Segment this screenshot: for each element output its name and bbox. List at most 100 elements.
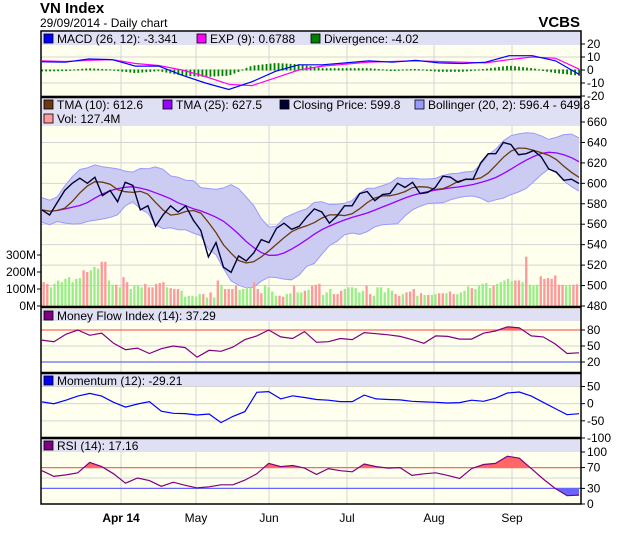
- divergence-bar: [301, 64, 304, 71]
- divergence-bar: [413, 68, 416, 71]
- divergence-bar: [93, 68, 96, 71]
- divergence-bar: [265, 64, 268, 71]
- volume-bar: [169, 288, 172, 306]
- divergence-bar: [409, 69, 412, 71]
- divergence-bar: [205, 69, 208, 77]
- volume-bar: [173, 289, 176, 306]
- volume-bar: [470, 288, 473, 306]
- divergence-bar: [293, 64, 296, 71]
- macd-legend-label: MACD (26, 12): -3.341: [57, 32, 178, 46]
- y-tick-label: 0: [587, 63, 594, 77]
- volume-bar: [252, 282, 256, 306]
- volume-bar: [318, 283, 321, 306]
- volume-bar: [419, 293, 423, 306]
- y-tick-label: 580: [587, 197, 607, 211]
- x-tick-label: Apr 14: [102, 511, 140, 525]
- volume-bar: [216, 280, 219, 306]
- exp-line: [41, 56, 580, 87]
- volume-bar: [376, 287, 379, 306]
- volume-bar: [300, 292, 303, 306]
- volume-legend-label: Vol: 127.4M: [57, 112, 120, 126]
- volume-bar: [423, 294, 426, 306]
- volume-bar: [525, 256, 528, 306]
- volume-bar: [437, 293, 441, 306]
- volume-bar: [557, 284, 561, 306]
- volume-bar: [162, 282, 165, 306]
- divergence-bar: [217, 69, 220, 77]
- divergence-bar: [566, 69, 568, 75]
- volume-tick-label: 0M: [19, 299, 36, 313]
- mfi-legend-label: Money Flow Index (14): 37.29: [57, 309, 216, 323]
- divergence-bar: [133, 69, 136, 73]
- volume-swatch: [43, 113, 54, 124]
- divergence-bar: [141, 69, 144, 73]
- divergence-bar: [69, 69, 72, 71]
- x-tick-label: Jul: [339, 511, 354, 525]
- volume-bar: [365, 285, 368, 306]
- divergence-bar: [41, 69, 43, 72]
- legend-band: [41, 374, 581, 386]
- volume-bar: [369, 294, 372, 306]
- y-tick-label: 620: [587, 156, 607, 170]
- legend-band: [41, 98, 581, 126]
- volume-bar: [180, 290, 183, 306]
- volume-bar: [53, 283, 56, 306]
- volume-bar: [434, 294, 437, 306]
- volume-bar: [427, 294, 430, 306]
- divergence-bar: [121, 69, 124, 72]
- y-tick-label: 640: [587, 135, 607, 149]
- y-tick-label: 50: [587, 380, 601, 394]
- volume-bar: [394, 294, 397, 306]
- divergence-bar: [325, 68, 328, 71]
- divergence-bar: [514, 66, 516, 71]
- divergence-bar: [445, 69, 448, 72]
- volume-bar: [227, 289, 230, 306]
- momentum-line: [41, 390, 580, 424]
- divergence-bar: [361, 68, 364, 71]
- macd-legend: MACD (26, 12): -3.341 EXP (9): 0.6788 Di…: [41, 32, 581, 46]
- divergence-bar: [389, 69, 392, 72]
- divergence-bar: [353, 68, 356, 71]
- volume-bar: [176, 289, 180, 306]
- chart-frame: [40, 30, 582, 505]
- exp-legend-label: EXP (9): 0.6788: [210, 32, 295, 46]
- volume-bar: [136, 285, 140, 306]
- volume-bar: [187, 295, 190, 306]
- volume-bar: [151, 287, 154, 306]
- divergence-bar: [149, 69, 152, 72]
- rsi-legend-label: RSI (14): 17.16: [57, 439, 139, 453]
- divergence-bar: [337, 68, 340, 71]
- legend-band: [41, 309, 581, 321]
- volume-bar: [46, 283, 49, 306]
- divergence-bar: [49, 69, 52, 72]
- volume-bar: [260, 293, 263, 306]
- volume-bar: [129, 289, 132, 306]
- divergence-bar: [437, 69, 440, 72]
- y-tick-label: 20: [587, 37, 601, 51]
- volume-bar: [242, 289, 245, 306]
- volume-bar: [572, 284, 575, 306]
- divergence-bar: [101, 68, 104, 71]
- divergence-bar: [61, 69, 64, 72]
- volume-bar: [144, 283, 147, 306]
- divergence-bar: [385, 69, 388, 71]
- volume-bar: [492, 285, 495, 306]
- volume-bar: [223, 289, 227, 306]
- volume-bar: [398, 295, 401, 306]
- macd-swatch: [43, 33, 54, 44]
- divergence-bar: [373, 68, 376, 71]
- divergence-bar: [349, 68, 352, 71]
- volume-bar: [354, 288, 357, 306]
- volume-bar: [332, 294, 336, 306]
- divergence-bar: [197, 69, 200, 77]
- divergence-bar: [57, 69, 60, 72]
- volume-bar: [67, 277, 71, 306]
- divergence-bar: [486, 68, 488, 71]
- y-tick-label: 600: [587, 176, 607, 190]
- y-tick-label: 500: [587, 279, 607, 293]
- volume-bar: [361, 290, 365, 306]
- volume-bar: [521, 282, 524, 306]
- divergence-bar: [494, 67, 496, 71]
- volume-bar: [147, 287, 151, 306]
- volume-bar: [100, 261, 103, 306]
